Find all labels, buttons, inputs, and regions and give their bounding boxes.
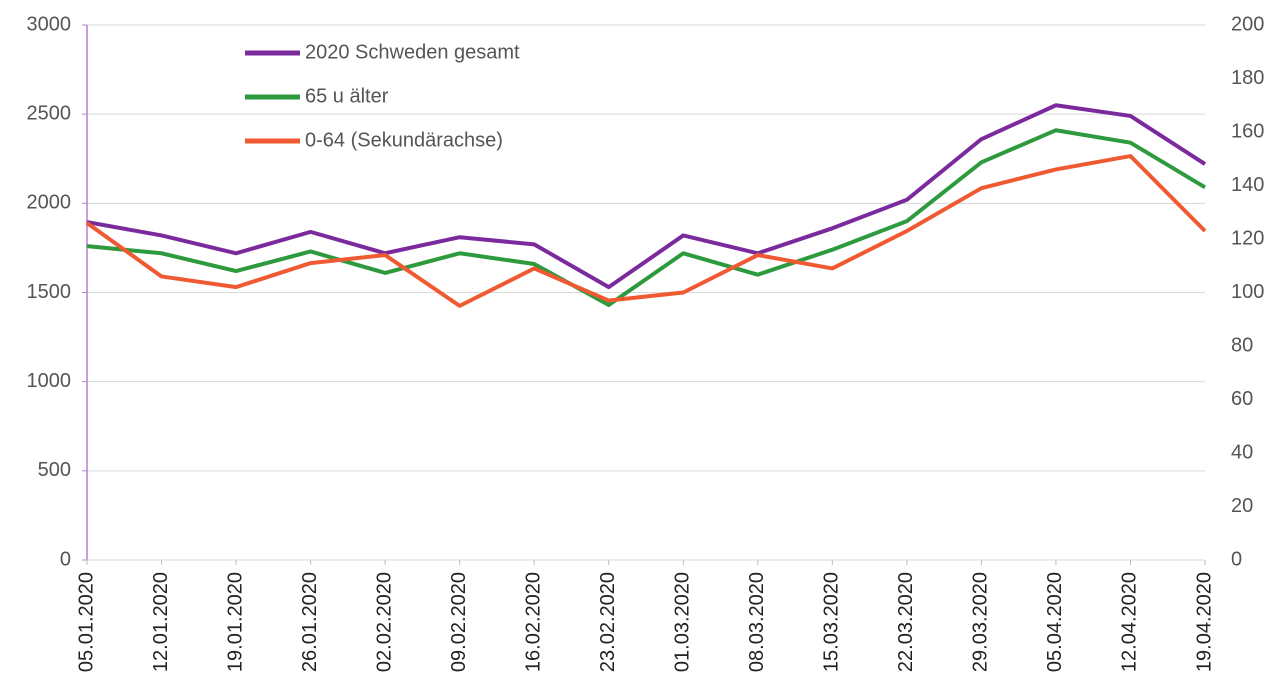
legend-label: 65 u älter (305, 85, 389, 107)
x-tick-label: 19.04.2020 (1193, 572, 1215, 672)
x-tick-label: 08.03.2020 (746, 572, 768, 672)
y-tick-label: 2500 (27, 102, 72, 124)
x-tick-label: 12.01.2020 (150, 572, 172, 672)
y2-tick-label: 120 (1231, 227, 1264, 249)
x-tick-label: 02.02.2020 (373, 572, 395, 672)
y-tick-label: 2000 (27, 192, 72, 214)
x-tick-label: 05.04.2020 (1044, 572, 1066, 672)
y-tick-label: 3000 (27, 13, 72, 35)
y2-tick-label: 140 (1231, 174, 1264, 196)
y2-tick-label: 60 (1231, 388, 1253, 410)
x-tick-label: 29.03.2020 (970, 572, 992, 672)
y2-tick-label: 160 (1231, 120, 1264, 142)
series-line (85, 154, 1207, 308)
y-tick-label: 0 (60, 548, 71, 570)
y2-tick-label: 200 (1231, 13, 1264, 35)
x-tick-label: 01.03.2020 (672, 572, 694, 672)
x-tick-label: 15.03.2020 (821, 572, 843, 672)
y2-tick-label: 100 (1231, 281, 1264, 303)
y2-tick-label: 80 (1231, 334, 1253, 356)
x-tick-label: 23.02.2020 (597, 572, 619, 672)
legend-label: 2020 Schweden gesamt (305, 41, 520, 63)
series-line (86, 103, 1207, 290)
y2-tick-label: 0 (1231, 548, 1242, 570)
x-tick-label: 16.02.2020 (522, 572, 544, 672)
legend-label: 0-64 (Sekundärachse) (305, 129, 503, 151)
y-tick-label: 500 (38, 459, 71, 481)
x-tick-label: 26.01.2020 (299, 572, 321, 672)
x-tick-label: 12.04.2020 (1119, 572, 1141, 672)
x-tick-label: 05.01.2020 (75, 572, 97, 672)
y2-tick-label: 180 (1231, 67, 1264, 89)
y-tick-label: 1000 (27, 370, 72, 392)
series-line (86, 128, 1207, 307)
x-tick-label: 19.01.2020 (224, 572, 246, 672)
x-tick-label: 22.03.2020 (895, 572, 917, 672)
y2-tick-label: 40 (1231, 441, 1253, 463)
y-tick-label: 1500 (27, 281, 72, 303)
x-tick-label: 09.02.2020 (448, 572, 470, 672)
y2-tick-label: 20 (1231, 495, 1253, 517)
